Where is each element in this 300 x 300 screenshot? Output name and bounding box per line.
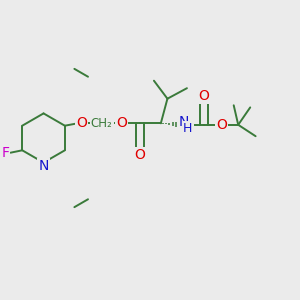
Text: H: H [183, 122, 193, 135]
Text: N: N [38, 160, 49, 173]
Text: O: O [134, 148, 145, 162]
Text: O: O [216, 118, 227, 132]
Text: O: O [76, 116, 87, 130]
Text: N: N [178, 115, 189, 129]
Text: O: O [116, 116, 127, 130]
Text: O: O [198, 89, 209, 103]
Text: CH₂: CH₂ [91, 117, 112, 130]
Text: F: F [1, 146, 9, 160]
